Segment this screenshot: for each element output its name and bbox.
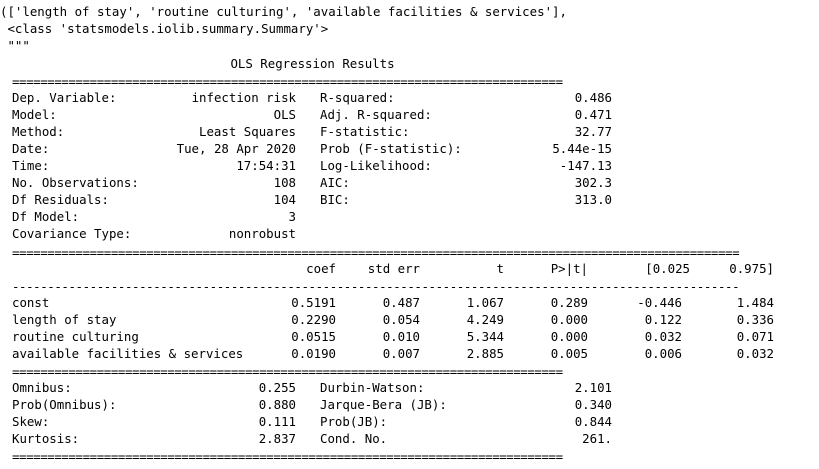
stat-label: Skew: — [12, 414, 50, 429]
stat-label: Kurtosis: — [12, 431, 80, 446]
cell: 0.2290 — [291, 312, 336, 327]
stat-value: OLS — [273, 107, 296, 122]
cell: 0.054 — [382, 312, 420, 327]
cell: 0.005 — [550, 346, 588, 361]
docstring-quote-line: """ — [0, 38, 30, 53]
row-name: const — [12, 295, 50, 310]
stat-label: Prob(Omnibus): — [12, 397, 117, 412]
stat-label: AIC: — [320, 175, 350, 190]
stat-label: Method: — [12, 124, 65, 139]
stat-label: BIC: — [320, 192, 350, 207]
stat-label: Durbin-Watson: — [320, 380, 425, 395]
stat-label: Prob (F-statistic): — [320, 141, 462, 156]
col-header-ci-low: [0.025 — [645, 261, 690, 276]
row-name: routine culturing — [12, 329, 139, 344]
stat-label: Log-Likelihood: — [320, 158, 432, 173]
cell: 0.010 — [382, 329, 420, 344]
stat-label: Adj. R-squared: — [320, 107, 432, 122]
class-repr-line: <class 'statsmodels.iolib.summary.Summar… — [0, 21, 329, 36]
stat-value: Tue, 28 Apr 2020 — [176, 141, 296, 156]
stat-value: 261. — [582, 431, 612, 446]
stat-label: Covariance Type: — [12, 226, 132, 241]
stat-label: Df Residuals: — [12, 192, 109, 207]
row-name: available facilities & services — [12, 346, 244, 361]
cell: 0.5191 — [291, 295, 336, 310]
stat-value: 302.3 — [574, 175, 612, 190]
cell: 0.122 — [644, 312, 682, 327]
stat-label: Df Model: — [12, 209, 80, 224]
cell: 1.067 — [466, 295, 504, 310]
cell: 2.885 — [466, 346, 504, 361]
stat-value: 0.880 — [258, 397, 296, 412]
stat-label: Jarque-Bera (JB): — [320, 397, 447, 412]
stat-value: nonrobust — [228, 226, 296, 241]
stat-label: Model: — [12, 107, 57, 122]
stat-value: 0.111 — [258, 414, 296, 429]
col-header-coef: coef — [306, 261, 336, 276]
stat-label: Time: — [12, 158, 50, 173]
stat-value: 313.0 — [574, 192, 612, 207]
cell: 0.0515 — [291, 329, 336, 344]
cell: 0.071 — [736, 329, 774, 344]
cell: 0.032 — [644, 329, 682, 344]
stat-label: Dep. Variable: — [12, 90, 117, 105]
separator-bottom: ========================================… — [12, 449, 563, 464]
separator-coef-top: ========================================… — [12, 245, 740, 260]
cell: 0.487 — [382, 295, 420, 310]
stat-value: Least Squares — [199, 124, 296, 139]
stat-value: 0.340 — [574, 397, 612, 412]
stat-label: F-statistic: — [320, 124, 410, 139]
separator-diag-top: ========================================… — [12, 364, 563, 379]
row-name: length of stay — [12, 312, 117, 327]
cell: 0.000 — [550, 312, 588, 327]
stat-value: infection risk — [191, 90, 296, 105]
summary-title: OLS Regression Results — [230, 56, 395, 71]
cell: 5.344 — [466, 329, 504, 344]
stat-value: 104 — [273, 192, 296, 207]
stat-value: -147.13 — [559, 158, 612, 173]
col-header-ci-high: 0.975] — [729, 261, 774, 276]
stat-value: 2.837 — [258, 431, 296, 446]
stat-value: 2.101 — [574, 380, 612, 395]
stat-value: 0.471 — [574, 107, 612, 122]
stat-label: Cond. No. — [320, 431, 388, 446]
col-header-t: t — [496, 261, 504, 276]
stat-label: Date: — [12, 141, 50, 156]
stat-value: 5.44e-15 — [552, 141, 612, 156]
cell: 0.0190 — [291, 346, 336, 361]
stat-value: 0.844 — [574, 414, 612, 429]
cell: 0.000 — [550, 329, 588, 344]
stat-value: 0.255 — [258, 380, 296, 395]
stat-label: R-squared: — [320, 90, 395, 105]
stat-label: Prob(JB): — [320, 414, 388, 429]
separator-top: ========================================… — [12, 74, 563, 89]
cell: 0.006 — [644, 346, 682, 361]
stat-value: 0.486 — [574, 90, 612, 105]
col-header-p: P>|t| — [550, 261, 588, 276]
cell: 0.289 — [550, 295, 588, 310]
stat-label: Omnibus: — [12, 380, 72, 395]
stat-value: 32.77 — [574, 124, 612, 139]
stat-label: No. Observations: — [12, 175, 139, 190]
separator-coef-dash: ----------------------------------------… — [12, 279, 740, 294]
cell: -0.446 — [637, 295, 682, 310]
col-header-std-err: std err — [367, 261, 420, 276]
stat-value: 3 — [288, 209, 296, 224]
cell: 0.032 — [736, 346, 774, 361]
stat-value: 108 — [273, 175, 296, 190]
cell: 1.484 — [736, 295, 774, 310]
output-repr-line: (['length of stay', 'routine culturing',… — [0, 4, 567, 19]
stat-value: 17:54:31 — [236, 158, 296, 173]
cell: 4.249 — [466, 312, 504, 327]
cell: 0.336 — [736, 312, 774, 327]
cell: 0.007 — [382, 346, 420, 361]
